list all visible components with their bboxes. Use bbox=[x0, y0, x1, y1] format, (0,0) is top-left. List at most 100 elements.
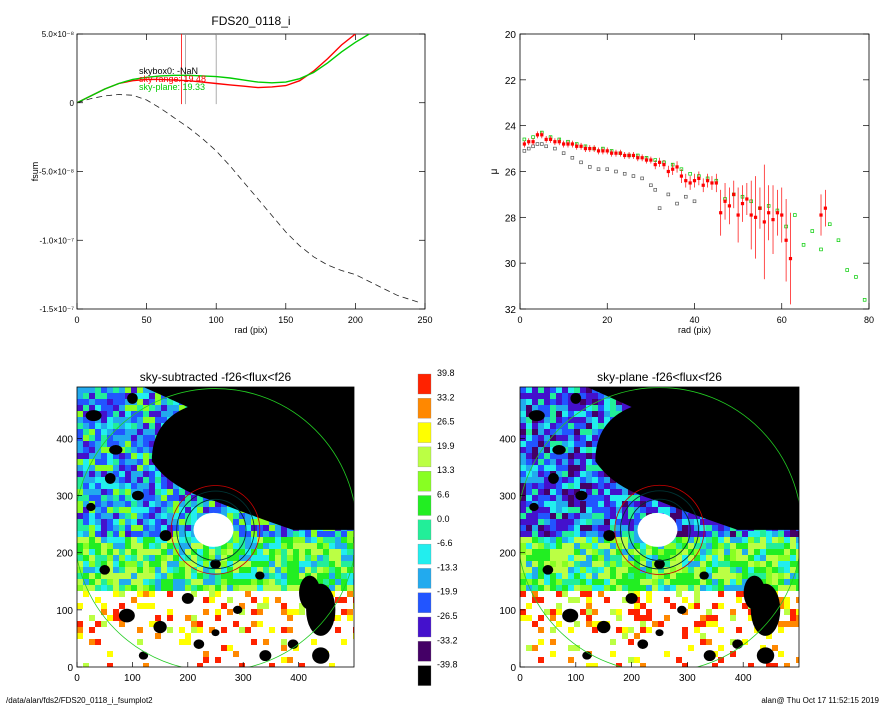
skysub-pixel-block bbox=[89, 429, 95, 435]
skysub-pixel-block bbox=[287, 585, 293, 591]
skyplane-pixel-block bbox=[694, 627, 700, 633]
skyplane-pixel-block bbox=[622, 663, 628, 667]
skyplane-pixel-block bbox=[754, 561, 760, 567]
skysub-pixel-block bbox=[203, 561, 209, 567]
skysub-pixel-block bbox=[125, 525, 131, 531]
skysub-pixel-block bbox=[167, 399, 173, 405]
skyplane-pixel-block bbox=[568, 657, 574, 663]
skysub-pixel-block bbox=[347, 609, 353, 615]
skyplane-pixel-block bbox=[592, 657, 598, 663]
skyplane-pixel-block bbox=[706, 615, 712, 621]
skyplane-pixel-block bbox=[520, 543, 526, 549]
skyplane-pixel-block bbox=[772, 537, 778, 543]
skysub-pixel-block bbox=[287, 531, 293, 537]
skysub-pixel-block bbox=[161, 519, 167, 525]
skyplane-pixel-block bbox=[526, 561, 532, 567]
fsum-annotation: sky-plane: 19.33 bbox=[139, 82, 205, 92]
skysub-masked-source bbox=[299, 575, 321, 610]
skysub-pixel-block bbox=[101, 609, 107, 615]
skyplane-pixel-block bbox=[592, 399, 598, 405]
skysub-pixel-block bbox=[251, 627, 257, 633]
skysub-pixel-block bbox=[209, 507, 215, 513]
mu-plot-frame bbox=[519, 33, 870, 310]
skysub-pixel-block bbox=[293, 621, 299, 627]
skyplane-pixel-block bbox=[586, 471, 592, 477]
skysub-pixel-block bbox=[197, 585, 203, 591]
skyplane-pixel-block bbox=[784, 555, 790, 561]
skyplane-pixel-block bbox=[604, 513, 610, 519]
skysub-pixel-block bbox=[347, 543, 353, 549]
skysub-pixel-block bbox=[227, 639, 233, 645]
skyplane-pixel-block bbox=[730, 567, 736, 573]
skysub-pixel-block bbox=[281, 615, 287, 621]
skysub-pixel-block bbox=[83, 465, 89, 471]
skysub-pixel-block bbox=[155, 567, 161, 573]
colorbar-swatch bbox=[417, 592, 432, 613]
skyplane-pixel-block bbox=[538, 567, 544, 573]
skyplane-pixel-block bbox=[610, 567, 616, 573]
skyplane-pixel-block bbox=[784, 549, 790, 555]
skysub-pixel-block bbox=[155, 639, 161, 645]
skysub-pixel-block bbox=[203, 663, 209, 667]
skysub-pixel-block bbox=[167, 663, 173, 667]
skysub-pixel-block bbox=[215, 555, 221, 561]
skyplane-pixel-block bbox=[634, 639, 640, 645]
skysub-pixel-block bbox=[299, 531, 305, 537]
skysub-pixel-block bbox=[245, 615, 251, 621]
skyplane-pixel-block bbox=[574, 435, 580, 441]
skysub-pixel-block bbox=[95, 399, 101, 405]
skysub-pixel-block bbox=[233, 555, 239, 561]
skyplane-pixel-block bbox=[736, 549, 742, 555]
skysub-pixel-block bbox=[341, 555, 347, 561]
skyplane-pixel-block bbox=[562, 537, 568, 543]
skyplane-masked-source bbox=[597, 620, 611, 634]
skyplane-pixel-block bbox=[568, 579, 574, 585]
skyplane-pixel-block bbox=[706, 573, 712, 579]
skysub-pixel-block bbox=[149, 507, 155, 513]
skyplane-pixel-block bbox=[520, 537, 526, 543]
skyplane-pixel-block bbox=[532, 543, 538, 549]
skysub-pixel-block bbox=[221, 657, 227, 663]
fsum-ylabel: fsum bbox=[30, 162, 40, 182]
skyplane-pixel-block bbox=[592, 651, 598, 657]
skysub-pixel-block bbox=[137, 639, 143, 645]
skyplane-pixel-block bbox=[610, 657, 616, 663]
skysub-pixel-block bbox=[245, 633, 251, 639]
skysub-pixel-block bbox=[83, 561, 89, 567]
skysub-pixel-block bbox=[239, 603, 245, 609]
colorbar-label: 33.2 bbox=[437, 392, 455, 402]
skyplane-pixel-block bbox=[616, 609, 622, 615]
skyplane-pixel-block bbox=[634, 525, 640, 531]
skyplane-pixel-block bbox=[616, 519, 622, 525]
skysub-pixel-block bbox=[143, 585, 149, 591]
skysub-pixel-block bbox=[239, 651, 245, 657]
skyplane-pixel-block bbox=[592, 585, 598, 591]
skysub-pixel-block bbox=[77, 561, 83, 567]
skyplane-pixel-block bbox=[700, 651, 706, 657]
skysub-pixel-block bbox=[287, 651, 293, 657]
skysub-pixel-block bbox=[77, 417, 83, 423]
skyplane-pixel-block bbox=[772, 567, 778, 573]
skyplane-xtick-label: 0 bbox=[517, 673, 523, 684]
skyplane-central-source bbox=[637, 512, 678, 547]
skyplane-pixel-block bbox=[664, 627, 670, 633]
skysub-pixel-block bbox=[347, 615, 353, 621]
skysub-pixel-block bbox=[83, 477, 89, 483]
skyplane-pixel-block bbox=[670, 549, 676, 555]
skyplane-pixel-block bbox=[544, 591, 550, 597]
skysub-pixel-block bbox=[89, 561, 95, 567]
skyplane-pixel-block bbox=[550, 615, 556, 621]
skyplane-pixel-block bbox=[604, 417, 610, 423]
skysub-pixel-block bbox=[197, 663, 203, 667]
skysub-pixel-block bbox=[269, 609, 275, 615]
skysub-pixel-block bbox=[293, 543, 299, 549]
skysub-pixel-block bbox=[119, 495, 125, 501]
skysub-pixel-block bbox=[137, 543, 143, 549]
skyplane-pixel-block bbox=[748, 651, 754, 657]
skysub-pixel-block bbox=[233, 615, 239, 621]
skysub-pixel-block bbox=[311, 531, 317, 537]
skysub-pixel-block bbox=[299, 543, 305, 549]
skysub-pixel-block bbox=[203, 603, 209, 609]
skysub-pixel-block bbox=[305, 633, 311, 639]
skysub-pixel-block bbox=[149, 525, 155, 531]
